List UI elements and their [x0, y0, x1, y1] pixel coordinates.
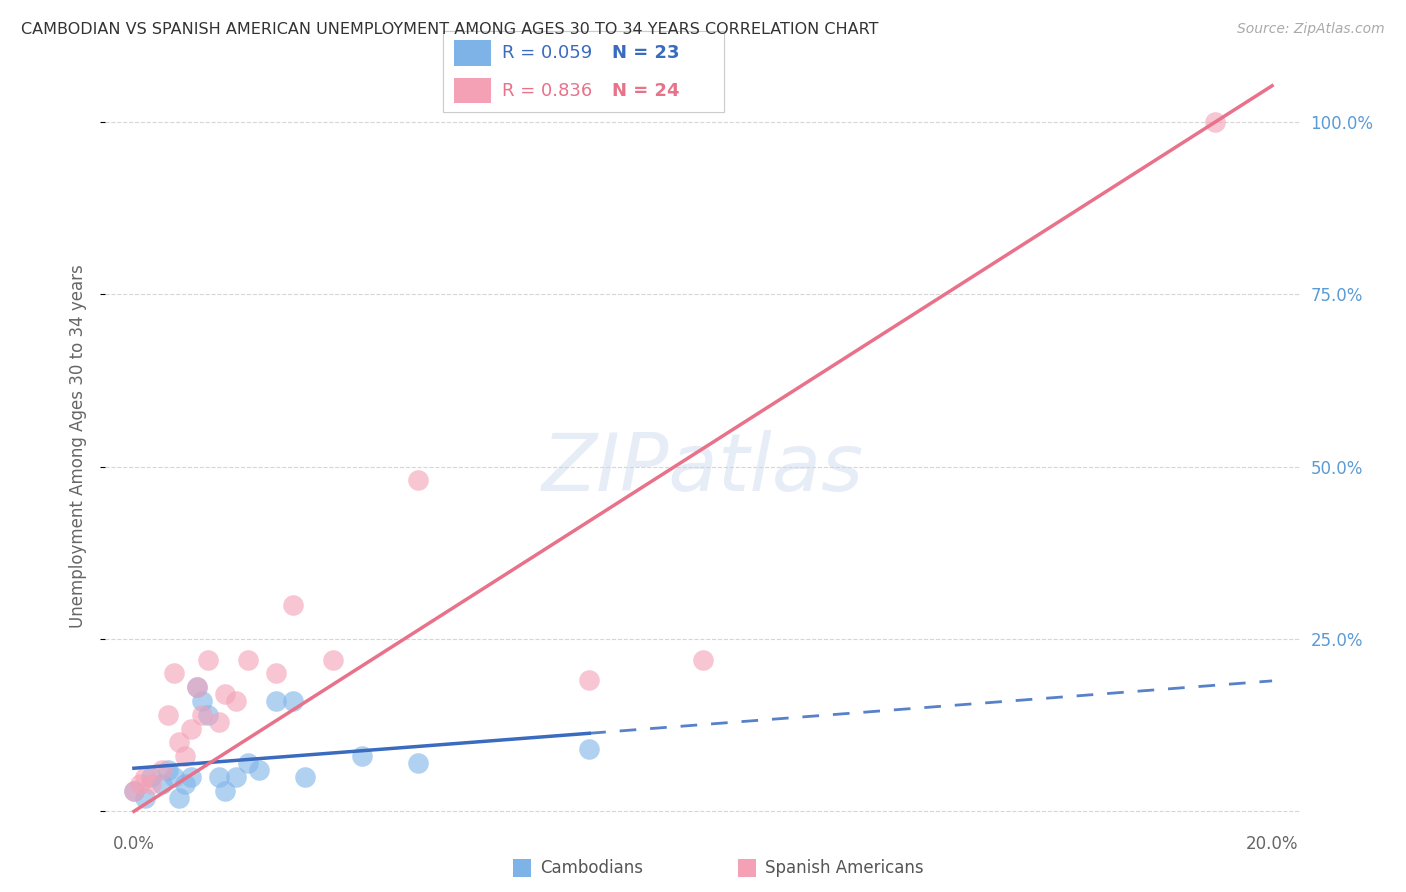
- Point: [197, 653, 219, 667]
- Point: [139, 777, 162, 791]
- Point: [150, 777, 173, 791]
- Point: [122, 783, 145, 797]
- Point: [139, 770, 162, 784]
- Point: [283, 598, 305, 612]
- Point: [134, 770, 156, 784]
- Point: [322, 653, 344, 667]
- Point: [264, 694, 287, 708]
- Y-axis label: Unemployment Among Ages 30 to 34 years: Unemployment Among Ages 30 to 34 years: [69, 264, 87, 628]
- Point: [150, 763, 173, 777]
- Point: [186, 680, 208, 694]
- Point: [214, 687, 236, 701]
- Point: [134, 790, 156, 805]
- Point: [180, 770, 202, 784]
- FancyBboxPatch shape: [443, 31, 724, 112]
- Text: N = 23: N = 23: [612, 44, 679, 62]
- Text: Spanish Americans: Spanish Americans: [765, 859, 924, 877]
- Point: [225, 770, 247, 784]
- Point: [283, 694, 305, 708]
- Point: [163, 770, 186, 784]
- Point: [578, 673, 600, 688]
- Point: [225, 694, 247, 708]
- FancyBboxPatch shape: [454, 78, 491, 103]
- Point: [186, 680, 208, 694]
- Point: [408, 474, 430, 488]
- Point: [294, 770, 316, 784]
- Point: [408, 756, 430, 770]
- Point: [1204, 115, 1226, 129]
- Point: [191, 707, 214, 722]
- Point: [169, 790, 191, 805]
- Point: [163, 666, 186, 681]
- Point: [122, 783, 145, 797]
- Point: [247, 763, 270, 777]
- Point: [174, 777, 197, 791]
- Point: [578, 742, 600, 756]
- Text: N = 24: N = 24: [612, 82, 679, 100]
- Point: [236, 653, 259, 667]
- Point: [692, 653, 714, 667]
- Text: Cambodians: Cambodians: [540, 859, 643, 877]
- Point: [180, 722, 202, 736]
- Point: [197, 707, 219, 722]
- FancyBboxPatch shape: [454, 40, 491, 66]
- Point: [264, 666, 287, 681]
- Text: CAMBODIAN VS SPANISH AMERICAN UNEMPLOYMENT AMONG AGES 30 TO 34 YEARS CORRELATION: CAMBODIAN VS SPANISH AMERICAN UNEMPLOYME…: [21, 22, 879, 37]
- Point: [174, 749, 197, 764]
- Text: ZIPatlas: ZIPatlas: [541, 430, 865, 508]
- Point: [191, 694, 214, 708]
- Text: Source: ZipAtlas.com: Source: ZipAtlas.com: [1237, 22, 1385, 37]
- Point: [350, 749, 373, 764]
- Point: [169, 735, 191, 749]
- Point: [236, 756, 259, 770]
- Point: [128, 777, 150, 791]
- Point: [157, 707, 180, 722]
- Point: [208, 770, 231, 784]
- Point: [214, 783, 236, 797]
- Point: [208, 714, 231, 729]
- Text: R = 0.836: R = 0.836: [502, 82, 592, 100]
- Text: R = 0.059: R = 0.059: [502, 44, 592, 62]
- Point: [157, 763, 180, 777]
